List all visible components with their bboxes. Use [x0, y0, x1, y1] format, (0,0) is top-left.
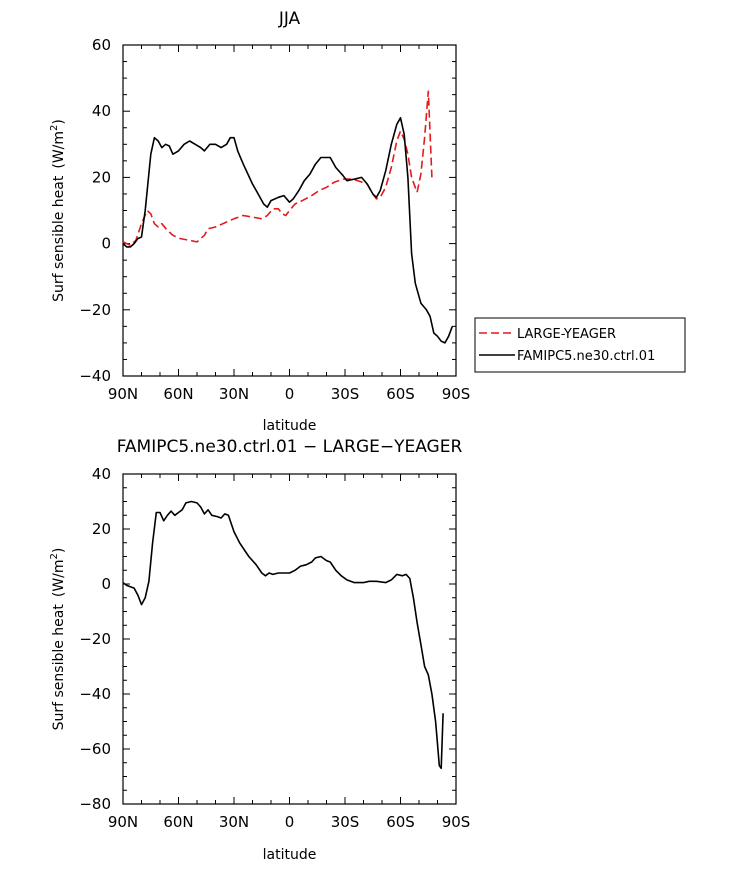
y-tick-label: −20	[79, 630, 111, 648]
x-tick-label: 30S	[331, 385, 360, 403]
y-tick-label: −80	[79, 795, 111, 813]
plot-frame	[122, 473, 457, 805]
y-tick-label: 0	[101, 575, 111, 593]
x-tick-label: 90S	[442, 385, 471, 403]
chart-panel-1: JJA 90N 60N 30N 0 30S 60S 90S −40 −20 0 20 40 60 latit…	[49, 9, 686, 434]
y-tick-label: 60	[92, 36, 111, 54]
series-line-large-yeager	[122, 90, 433, 247]
legend-label: LARGE-YEAGER	[517, 327, 616, 342]
legend-box	[474, 317, 686, 373]
x-tick-label: 90S	[442, 813, 471, 831]
x-tick-label: 60N	[163, 813, 193, 831]
y-axis-label-superscript: 2	[49, 125, 60, 131]
y-axis-label-text: Surf sensible heat	[51, 604, 67, 731]
legend-label: FAMIPC5.ne30.ctrl.01	[517, 349, 655, 364]
y-tick-label: 20	[92, 168, 111, 186]
x-tick-label: 30S	[331, 813, 360, 831]
y-tick-label: 20	[92, 520, 111, 538]
x-tick-label: 90N	[108, 385, 138, 403]
chart-title: FAMIPC5.ne30.ctrl.01 − LARGE−YEAGER	[117, 437, 463, 457]
series-line-famipc5-ne30-ctrl-01	[122, 117, 454, 344]
plot-frame	[122, 44, 457, 377]
series-line-difference	[122, 500, 444, 770]
x-axis-label: latitude	[263, 418, 317, 434]
y-axis-label-units: (W/m	[51, 559, 67, 597]
y-tick-label: 40	[92, 465, 111, 483]
chart-title: JJA	[278, 9, 301, 29]
x-tick-label: 60S	[386, 385, 415, 403]
y-tick-label: −20	[79, 301, 111, 319]
y-axis-label-superscript: 2	[49, 553, 60, 559]
y-axis-label-text: Surf sensible heat	[51, 175, 67, 302]
x-tick-label: 60S	[386, 813, 415, 831]
x-tick-label: 60N	[163, 385, 193, 403]
y-tick-label: 40	[92, 102, 111, 120]
x-tick-label: 30N	[219, 813, 249, 831]
y-axis-label: Surf sensible heat (W/m2)	[49, 119, 67, 302]
y-axis-label-close: )	[51, 548, 67, 553]
x-tick-label: 0	[285, 385, 295, 403]
legend: LARGE-YEAGER FAMIPC5.ne30.ctrl.01	[474, 317, 686, 373]
x-tick-label: 90N	[108, 813, 138, 831]
y-tick-label: −40	[79, 367, 111, 385]
x-axis-label: latitude	[263, 847, 317, 863]
x-tick-label: 0	[285, 813, 295, 831]
y-tick-label: −40	[79, 685, 111, 703]
y-axis-label: Surf sensible heat (W/m2)	[49, 548, 67, 731]
x-tick-label: 30N	[219, 385, 249, 403]
y-axis-label-close: )	[51, 119, 67, 124]
y-tick-label: 0	[101, 235, 111, 253]
y-tick-label: −60	[79, 740, 111, 758]
y-axis-label-units: (W/m	[51, 131, 67, 169]
chart-panel-2: FAMIPC5.ne30.ctrl.01 − LARGE−YEAGER 90N 60…	[49, 437, 470, 863]
